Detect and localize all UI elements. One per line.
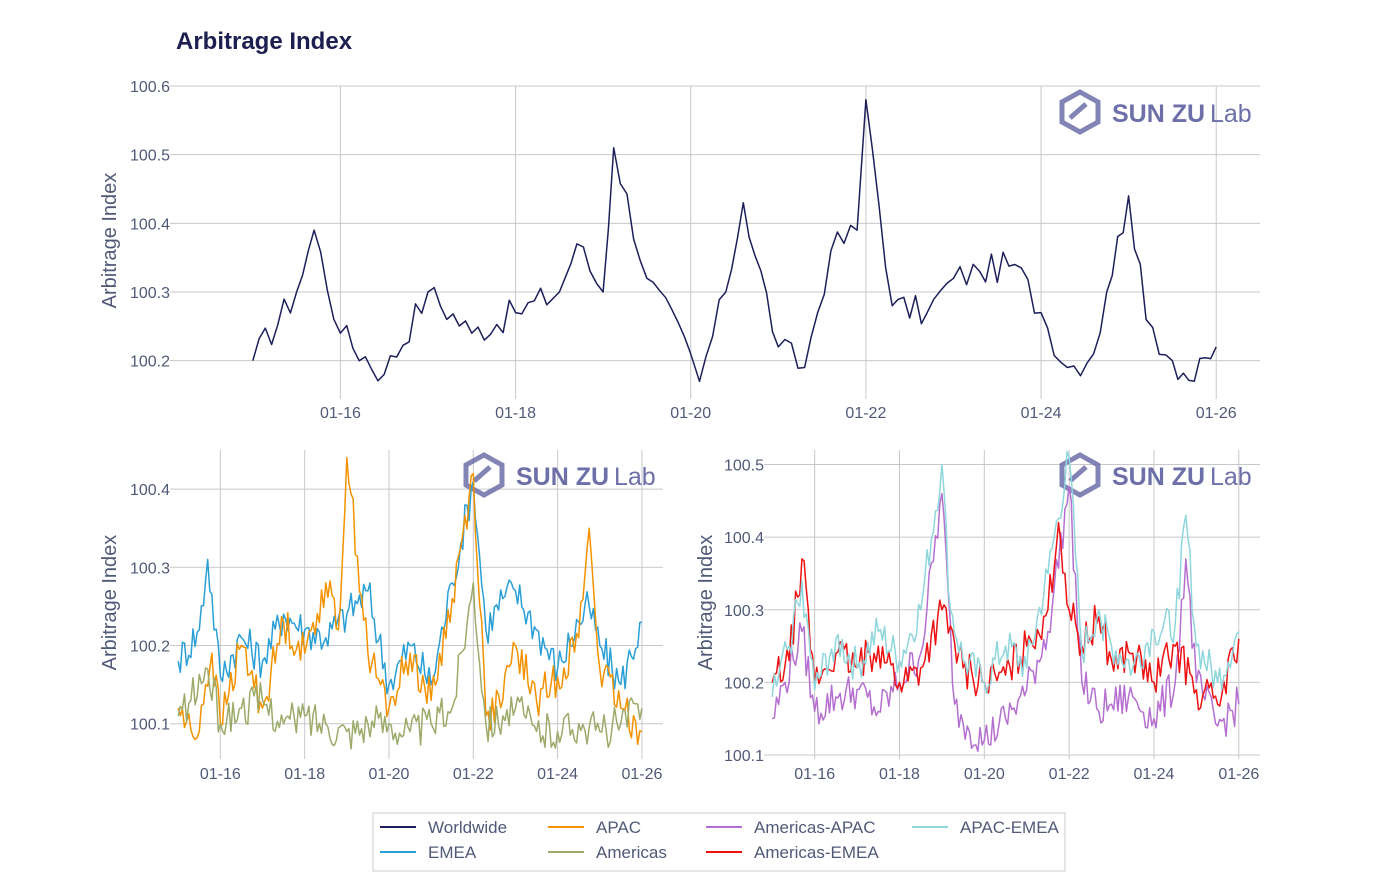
bottom-left-chart: 01-16 01-18 01-20 01-22 01-24 01-26 100.1 100.2… (99, 450, 663, 783)
series-line-apac (177, 457, 643, 746)
legend-label-americas: Americas (596, 843, 667, 862)
x-tick-label: 01-20 (964, 766, 1005, 783)
legend-label-emea: EMEA (428, 843, 477, 862)
x-tick-label: 01-20 (670, 405, 711, 422)
y-tick-label: 100.2 (130, 639, 170, 656)
y-tick-label: 100.2 (130, 354, 170, 371)
y-tick-label: 100.3 (724, 603, 764, 620)
series-line-emea (177, 480, 643, 695)
y-tick-label: 100.3 (130, 560, 170, 577)
x-tick-label: 01-22 (845, 405, 886, 422)
y-tick-label: 100.5 (130, 148, 170, 165)
y-axis-label: Arbitrage Index (99, 535, 121, 671)
chart-title: Arbitrage Index (176, 28, 353, 55)
x-tick-label: 01-24 (537, 766, 578, 783)
sunzu-watermark: SUN ZU Lab (463, 452, 656, 498)
watermark-suffix: Lab (1210, 100, 1252, 128)
y-tick-label: 100.4 (130, 216, 170, 233)
watermark-brand: SUN ZU (1112, 100, 1205, 128)
sunzu-logo-icon (1059, 89, 1101, 135)
bottom-right-chart: 01-16 01-18 01-20 01-22 01-24 01-26 100.1 100.2… (695, 450, 1260, 783)
y-tick-label: 100.4 (130, 482, 170, 499)
y-axis-label: Arbitrage Index (99, 173, 121, 309)
legend-label-apac-emea: APAC-EMEA (960, 818, 1060, 837)
series-line-americas-apac (771, 485, 1240, 753)
legend-label-worldwide: Worldwide (428, 818, 507, 837)
y-tick-label: 100.1 (724, 748, 764, 765)
x-tick-label: 01-24 (1021, 405, 1062, 422)
x-tick-label: 01-18 (879, 766, 920, 783)
x-tick-label: 01-26 (621, 766, 662, 783)
top-chart: 01-16 01-18 01-20 01-22 01-24 01-26 100.2 100.3… (99, 79, 1260, 422)
y-tick-label: 100.5 (724, 458, 764, 475)
watermark-brand: SUN ZU (516, 463, 609, 491)
series-line-apac-emea (771, 450, 1240, 697)
x-tick-label: 01-26 (1218, 766, 1259, 783)
legend-label-americas-apac: Americas-APAC (754, 818, 876, 837)
y-axis-label: Arbitrage Index (695, 535, 717, 671)
watermark-suffix: Lab (1210, 463, 1252, 491)
series-line-worldwide (252, 98, 1217, 383)
watermark-suffix: Lab (614, 463, 656, 491)
y-tick-label: 100.4 (724, 530, 764, 547)
x-tick-label: 01-20 (369, 766, 410, 783)
y-tick-label: 100.6 (130, 79, 170, 96)
x-tick-label: 01-16 (794, 766, 835, 783)
legend-box (372, 812, 1066, 872)
x-tick-label: 01-26 (1196, 405, 1237, 422)
sunzu-logo-icon (463, 452, 505, 498)
x-tick-label: 01-22 (1049, 766, 1090, 783)
x-tick-label: 01-16 (200, 766, 241, 783)
y-tick-label: 100.3 (130, 285, 170, 302)
legend-label-americas-emea: Americas-EMEA (754, 843, 879, 862)
sunzu-watermark: SUN ZU Lab (1059, 89, 1252, 135)
sunzu-watermark: SUN ZU Lab (1059, 452, 1252, 498)
x-tick-label: 01-24 (1134, 766, 1175, 783)
sunzu-logo-icon (1059, 452, 1101, 498)
x-tick-label: 01-16 (320, 405, 361, 422)
y-tick-label: 100.1 (130, 717, 170, 734)
watermark-brand: SUN ZU (1112, 463, 1205, 491)
x-tick-label: 01-18 (284, 766, 325, 783)
legend: Worldwide APAC Americas-APAC APAC-EMEA EMEA A… (372, 812, 1066, 872)
series-line-americas (177, 582, 643, 750)
x-tick-label: 01-18 (495, 405, 536, 422)
legend-label-apac: APAC (596, 818, 641, 837)
x-tick-label: 01-22 (453, 766, 494, 783)
series-line-americas-emea (771, 521, 1240, 711)
y-tick-label: 100.2 (724, 675, 764, 692)
